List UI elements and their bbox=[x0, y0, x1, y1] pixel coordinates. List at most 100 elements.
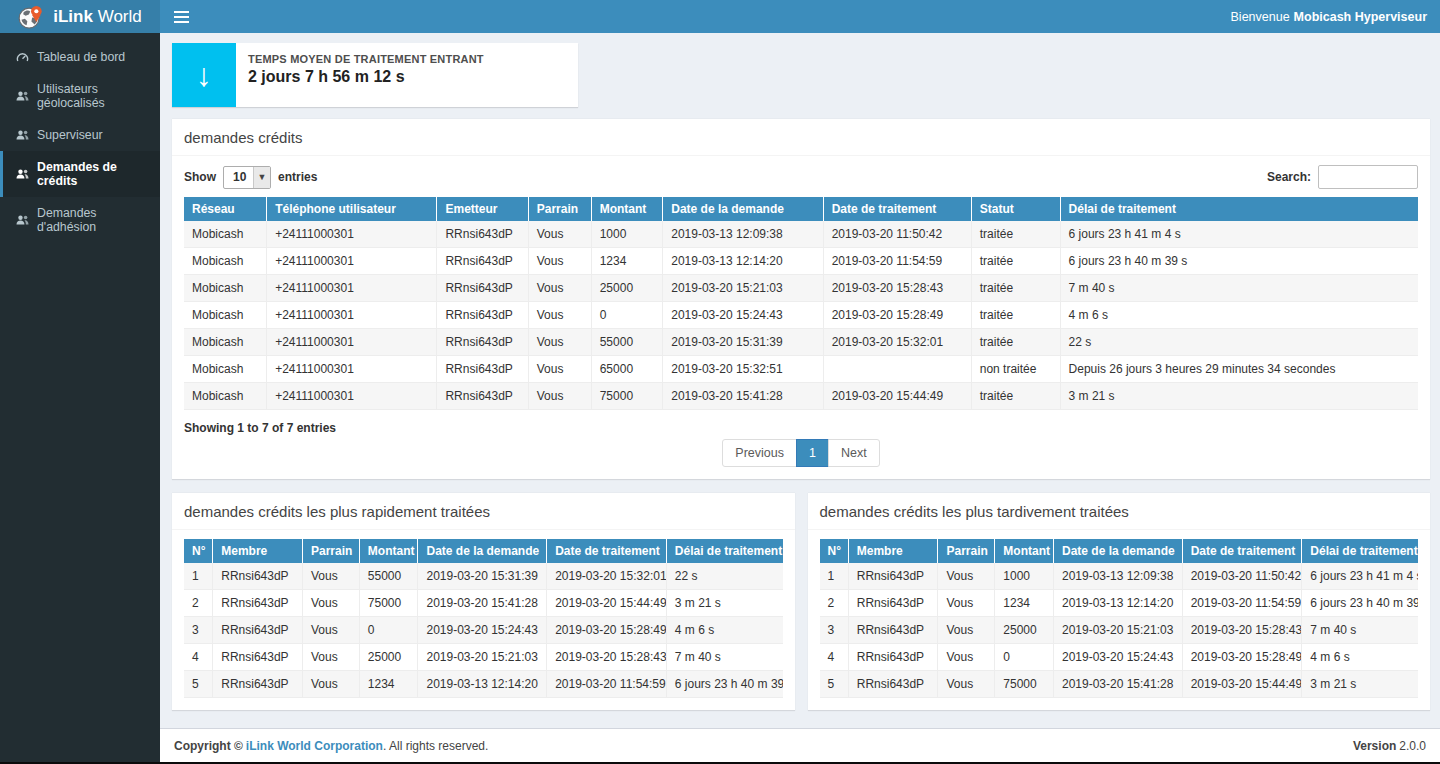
sidebar-toggle-button[interactable] bbox=[160, 0, 202, 33]
table-cell: Vous bbox=[528, 221, 591, 248]
pagination-page-1-button[interactable]: 1 bbox=[796, 439, 829, 467]
sidebar-item-dashboard[interactable]: Tableau de bord bbox=[0, 41, 160, 73]
column-header-emetteur[interactable]: Emetteur bbox=[437, 197, 528, 221]
table-cell: 2019-03-20 11:50:42 bbox=[823, 221, 971, 248]
column-header-date-de-traitement[interactable]: Date de traitement bbox=[823, 197, 971, 221]
table-cell: 1234 bbox=[359, 671, 418, 698]
table-cell: RRnsi643dP bbox=[213, 671, 303, 698]
table-cell: 1 bbox=[184, 563, 213, 590]
table-cell: Vous bbox=[938, 644, 995, 671]
tachometer-icon bbox=[16, 51, 29, 64]
column-header-date-de-la-demande[interactable]: Date de la demande bbox=[663, 197, 823, 221]
copyright-text: Copyright ©iLink World Corporation. All … bbox=[174, 739, 488, 753]
table-cell: 2 bbox=[184, 590, 213, 617]
globe-pin-logo-icon bbox=[18, 4, 44, 30]
brand-logo[interactable]: iLink World bbox=[0, 0, 160, 33]
column-header-membre: Membre bbox=[848, 539, 938, 563]
table-cell: non traitée bbox=[971, 356, 1060, 383]
show-label: Show bbox=[184, 170, 216, 184]
table-cell: Vous bbox=[938, 671, 995, 698]
credit-requests-panel: demandes crédits Show 10 ▼ entries Searc… bbox=[172, 118, 1430, 479]
column-header-date-de-la-demande: Date de la demande bbox=[418, 539, 547, 563]
arrow-down-icon: ↓ bbox=[172, 43, 236, 107]
column-header-montant[interactable]: Montant bbox=[591, 197, 663, 221]
table-cell: 2019-03-20 11:54:59 bbox=[823, 248, 971, 275]
table-cell: Depuis 26 jours 3 heures 29 minutes 34 s… bbox=[1060, 356, 1418, 383]
table-row: Mobicash+24111000301RRnsi643dPVous550002… bbox=[184, 329, 1418, 356]
users-icon bbox=[16, 168, 29, 180]
table-row: 5RRnsi643dPVous750002019-03-20 15:41:282… bbox=[820, 671, 1419, 698]
column-header-d-lai-de-traitement[interactable]: Délai de traitement bbox=[1060, 197, 1418, 221]
table-cell: 2019-03-13 12:14:20 bbox=[663, 248, 823, 275]
fastest-processed-panel: demandes crédits les plus rapidement tra… bbox=[172, 492, 795, 710]
table-cell: 2019-03-20 11:54:59 bbox=[547, 671, 667, 698]
company-link[interactable]: iLink World Corporation bbox=[246, 739, 383, 753]
panel-title: demandes crédits les plus tardivement tr… bbox=[808, 493, 1431, 530]
table-cell: 2019-03-20 11:54:59 bbox=[1182, 590, 1302, 617]
table-row: Mobicash+24111000301RRnsi643dPVous750002… bbox=[184, 383, 1418, 410]
table-cell: 2019-03-20 15:21:03 bbox=[663, 275, 823, 302]
table-cell: 5 bbox=[820, 671, 849, 698]
column-header-parrain[interactable]: Parrain bbox=[528, 197, 591, 221]
page-length-select[interactable]: 10 bbox=[223, 166, 271, 189]
column-header-n: N° bbox=[184, 539, 213, 563]
table-cell: 6 jours 23 h 41 m 4 s bbox=[1302, 563, 1418, 590]
table-cell: Vous bbox=[302, 644, 359, 671]
table-cell: +24111000301 bbox=[267, 221, 437, 248]
table-cell: traitée bbox=[971, 248, 1060, 275]
table-cell: 2019-03-20 15:24:43 bbox=[418, 617, 547, 644]
pagination-next-button[interactable]: Next bbox=[828, 439, 880, 467]
table-cell: 1000 bbox=[591, 221, 663, 248]
table-cell: 2019-03-20 15:32:01 bbox=[823, 329, 971, 356]
column-header-n: N° bbox=[820, 539, 849, 563]
table-cell: 2019-03-20 15:24:43 bbox=[1053, 644, 1182, 671]
pagination-previous-button[interactable]: Previous bbox=[722, 439, 797, 467]
table-cell: 2019-03-13 12:14:20 bbox=[1053, 590, 1182, 617]
footer: Copyright ©iLink World Corporation. All … bbox=[160, 728, 1440, 762]
table-cell: 7 m 40 s bbox=[1302, 617, 1418, 644]
table-cell: 2019-03-20 15:44:49 bbox=[823, 383, 971, 410]
table-cell: +24111000301 bbox=[267, 275, 437, 302]
table-cell: 6 jours 23 h 40 m 39 s bbox=[1060, 248, 1418, 275]
sidebar-item-credit-requests[interactable]: Demandes de crédits bbox=[0, 151, 160, 197]
avg-processing-time-card: ↓ TEMPS MOYEN DE TRAITEMENT ENTRANT 2 jo… bbox=[172, 43, 578, 107]
table-cell: 2019-03-20 15:28:49 bbox=[1182, 644, 1302, 671]
column-header-montant: Montant bbox=[359, 539, 418, 563]
sidebar-item-supervisor[interactable]: Superviseur bbox=[0, 119, 160, 151]
column-header-statut[interactable]: Statut bbox=[971, 197, 1060, 221]
table-cell: 25000 bbox=[995, 617, 1054, 644]
table-cell: 2019-03-20 15:31:39 bbox=[663, 329, 823, 356]
table-cell: traitée bbox=[971, 302, 1060, 329]
sidebar-item-membership-requests[interactable]: Demandes d'adhésion bbox=[0, 197, 160, 243]
brand-name: iLink World bbox=[53, 7, 142, 27]
column-header-r-seau[interactable]: Réseau bbox=[184, 197, 267, 221]
table-cell: 0 bbox=[995, 644, 1054, 671]
table-cell: 3 bbox=[184, 617, 213, 644]
table-cell: +24111000301 bbox=[267, 248, 437, 275]
table-cell: RRnsi643dP bbox=[213, 590, 303, 617]
table-cell: Mobicash bbox=[184, 329, 267, 356]
table-cell: RRnsi643dP bbox=[437, 356, 528, 383]
table-row: 1RRnsi643dPVous10002019-03-13 12:09:3820… bbox=[820, 563, 1419, 590]
table-cell: Vous bbox=[528, 383, 591, 410]
table-cell: Mobicash bbox=[184, 221, 267, 248]
table-cell: +24111000301 bbox=[267, 383, 437, 410]
table-cell: 2019-03-20 15:28:43 bbox=[547, 644, 667, 671]
table-cell: Vous bbox=[528, 356, 591, 383]
table-cell: 0 bbox=[359, 617, 418, 644]
table-cell: 2019-03-20 15:21:03 bbox=[418, 644, 547, 671]
table-cell: 2019-03-20 15:41:28 bbox=[663, 383, 823, 410]
table-cell: 2019-03-20 15:41:28 bbox=[1053, 671, 1182, 698]
table-cell: 6 jours 23 h 41 m 4 s bbox=[1060, 221, 1418, 248]
table-cell: 1234 bbox=[995, 590, 1054, 617]
panel-title: demandes crédits les plus rapidement tra… bbox=[172, 493, 795, 530]
table-cell: 55000 bbox=[591, 329, 663, 356]
sidebar-item-geolocated-users[interactable]: Utilisateurs géolocalisés bbox=[0, 73, 160, 119]
column-header-t-l-phone-utilisateur[interactable]: Téléphone utilisateur bbox=[267, 197, 437, 221]
table-cell: +24111000301 bbox=[267, 302, 437, 329]
search-input[interactable] bbox=[1318, 165, 1418, 189]
column-header-parrain: Parrain bbox=[302, 539, 359, 563]
table-row: 4RRnsi643dPVous250002019-03-20 15:21:032… bbox=[184, 644, 783, 671]
table-cell: 2019-03-13 12:09:38 bbox=[663, 221, 823, 248]
sidebar: iLink World Tableau de bord Utilisateurs… bbox=[0, 0, 160, 764]
